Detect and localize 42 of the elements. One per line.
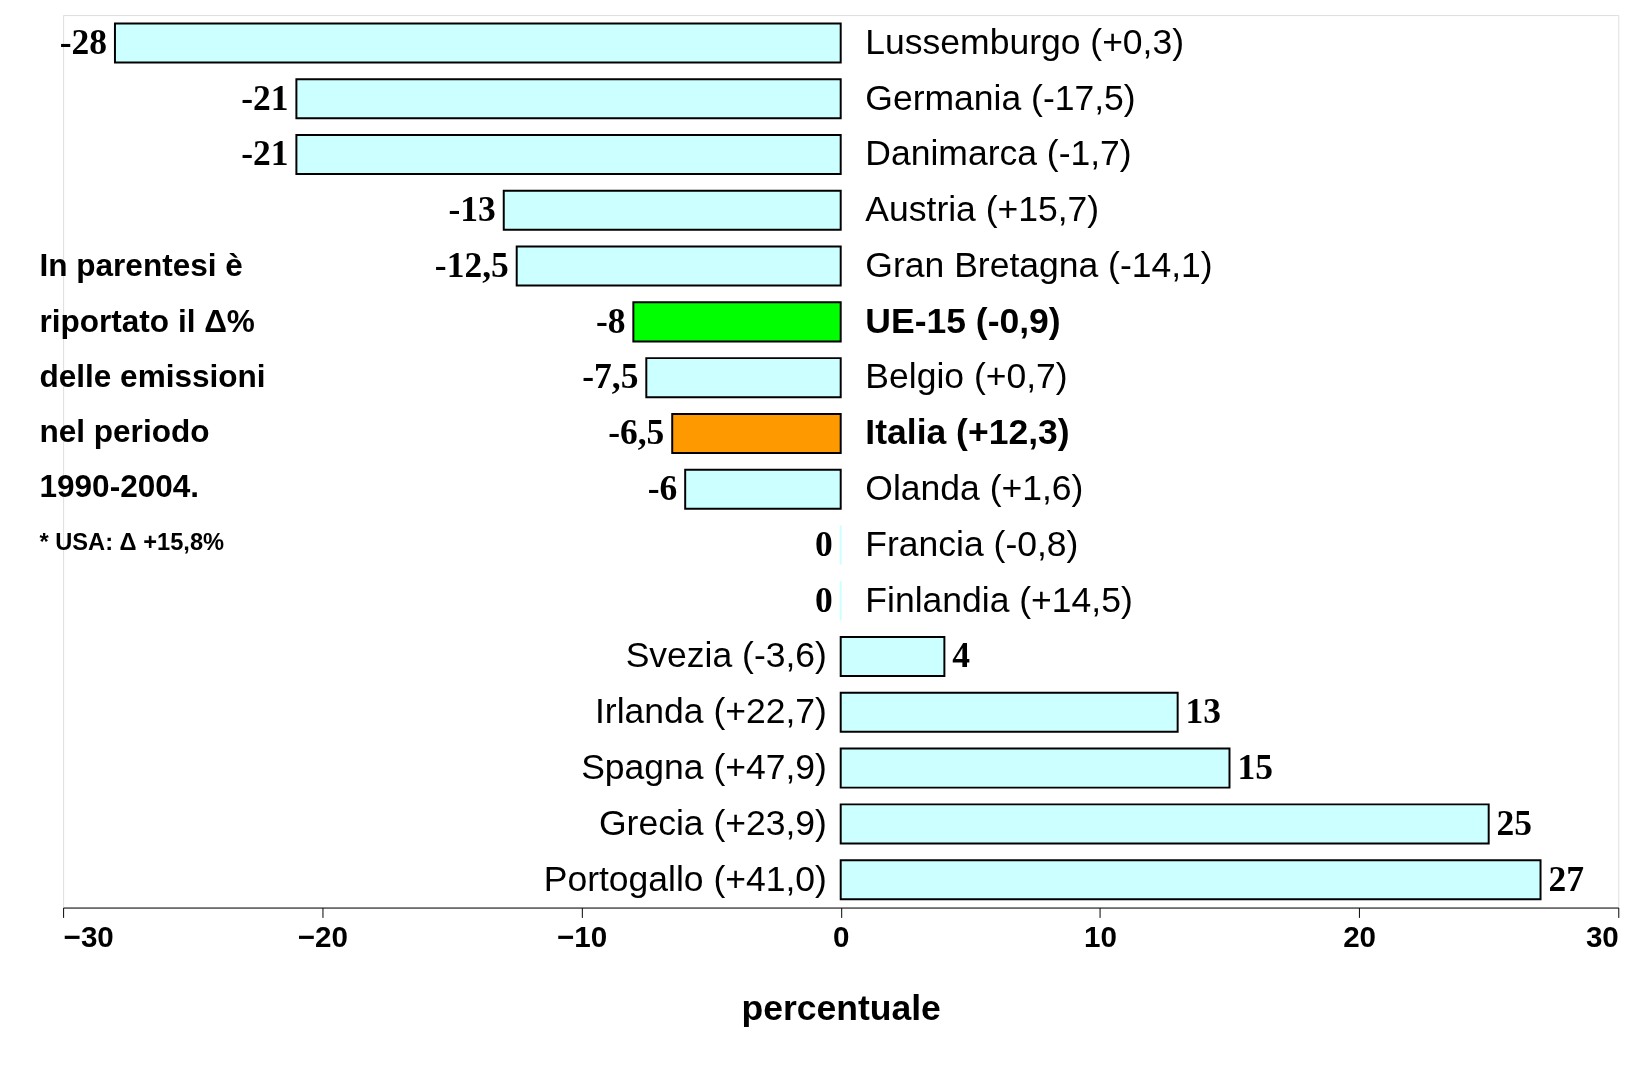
x-tick-label: −10 bbox=[556, 920, 608, 954]
y-tick-label: Portogallo (+41,0) bbox=[543, 858, 827, 899]
y-tick-label: Finlandia (+14,5) bbox=[865, 579, 1133, 620]
data-label: 4 bbox=[952, 635, 971, 676]
data-label: -13 bbox=[448, 189, 496, 230]
y-tick-label: Francia (-0,8) bbox=[865, 523, 1079, 564]
x-tick-label: −20 bbox=[297, 920, 348, 954]
data-label: -6,5 bbox=[608, 412, 665, 453]
x-axis-title: percentuale bbox=[741, 988, 941, 1029]
y-tick-label: UE-15 (-0,9) bbox=[865, 300, 1061, 341]
y-tick-label: Svezia (-3,6) bbox=[625, 635, 827, 676]
x-tick-label: −30 bbox=[63, 920, 114, 954]
y-tick-label: Austria (+15,7) bbox=[865, 189, 1100, 230]
y-tick-label: Italia (+12,3) bbox=[865, 412, 1070, 453]
annotation: In parentesi è riportato il Δ% delle emissioni nel periodo 1990-2004. bbox=[39, 247, 266, 505]
y-tick-label: Germania (-17,5) bbox=[865, 77, 1136, 118]
y-tick-label: Belgio (+0,7) bbox=[865, 356, 1068, 397]
y-tick-label: Olanda (+1,6) bbox=[865, 468, 1084, 509]
data-label: -8 bbox=[595, 300, 626, 341]
x-tick-label: 20 bbox=[1343, 920, 1377, 954]
data-label: 15 bbox=[1237, 746, 1273, 787]
y-tick-label: Gran Bretagna (-14,1) bbox=[865, 244, 1213, 285]
data-label: -28 bbox=[59, 21, 108, 62]
data-label: 0 bbox=[815, 523, 833, 564]
annotation: * USA: Δ +15,8% bbox=[39, 528, 225, 555]
x-tick-label: 30 bbox=[1585, 920, 1619, 954]
x-tick-label: 10 bbox=[1083, 920, 1117, 954]
y-tick-label: Lussemburgo (+0,3) bbox=[865, 21, 1185, 62]
data-label: 27 bbox=[1548, 858, 1584, 899]
data-label: 0 bbox=[815, 579, 833, 620]
data-label: 13 bbox=[1185, 691, 1222, 732]
data-label: -21 bbox=[241, 133, 289, 174]
y-tick-label: Spagna (+47,9) bbox=[581, 746, 827, 787]
data-label: -6 bbox=[647, 468, 678, 509]
data-label: -12,5 bbox=[434, 244, 509, 285]
data-label: -7,5 bbox=[582, 356, 639, 397]
y-tick-label: Irlanda (+22,7) bbox=[595, 691, 827, 732]
y-tick-label: Danimarca (-1,7) bbox=[865, 133, 1132, 174]
data-label: -21 bbox=[241, 77, 289, 118]
y-tick-label: Grecia (+23,9) bbox=[599, 802, 827, 843]
data-label: 25 bbox=[1496, 802, 1533, 843]
x-tick-label: 0 bbox=[832, 920, 850, 954]
